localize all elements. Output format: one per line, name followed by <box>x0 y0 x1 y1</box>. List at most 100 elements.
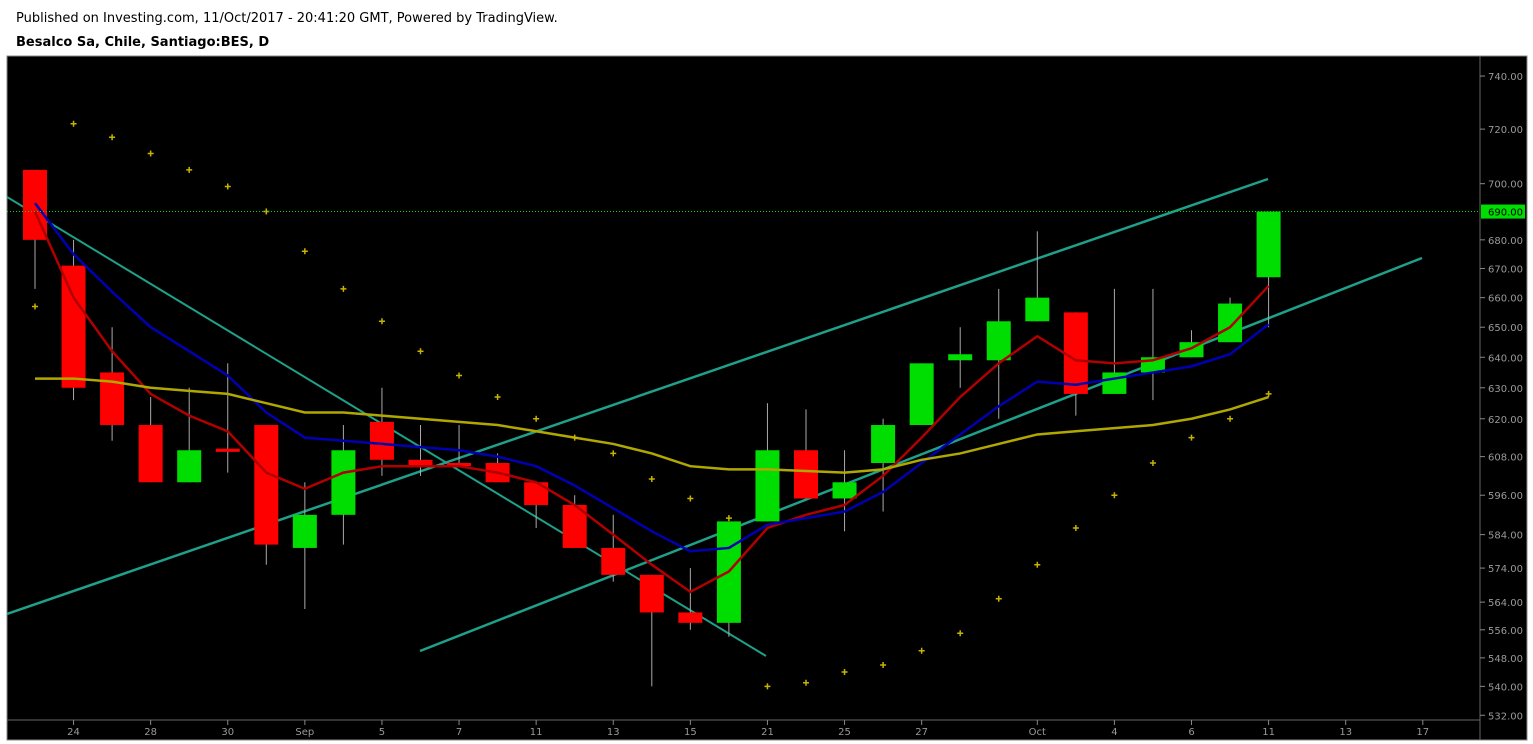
x-tick-label: 4 <box>1111 727 1117 738</box>
sar-point <box>1188 434 1195 441</box>
y-tick-label: 640.00 <box>1488 353 1523 364</box>
last-price-box <box>1481 204 1525 219</box>
sar-point <box>70 120 77 127</box>
y-tick-label: 584.00 <box>1488 531 1523 542</box>
sar-point <box>764 683 771 690</box>
candle-body <box>408 459 433 467</box>
x-tick-label: Sep <box>295 727 314 738</box>
trendline <box>7 177 1269 616</box>
candle-body <box>61 265 86 388</box>
y-tick-label: 680.00 <box>1488 236 1523 247</box>
candle-body <box>138 425 163 483</box>
sar-point <box>1227 415 1234 422</box>
last-price-label: 690.00 <box>1488 208 1523 219</box>
y-tick-label: 630.00 <box>1488 384 1523 395</box>
moving-average-line <box>34 202 1270 553</box>
sar-point <box>1265 390 1272 397</box>
sar-point <box>1111 492 1118 499</box>
sar-point <box>1034 561 1041 568</box>
candle-body <box>639 574 664 613</box>
x-tick-label: 11 <box>530 727 543 738</box>
candle-body <box>832 482 857 499</box>
candle-body <box>909 363 934 426</box>
candle-body <box>292 514 317 548</box>
sar-point <box>571 434 578 441</box>
candle-body <box>215 448 240 452</box>
y-tick-label: 556.00 <box>1488 626 1523 637</box>
x-tick-label: 11 <box>1262 727 1275 738</box>
sar-point <box>995 595 1002 602</box>
candle-body <box>601 547 626 575</box>
plot-area <box>7 120 1423 690</box>
sar-point <box>648 476 655 483</box>
sar-point <box>301 248 308 255</box>
y-tick-label: 548.00 <box>1488 654 1523 665</box>
x-tick-label: 13 <box>1339 727 1352 738</box>
x-tick-label: 28 <box>144 727 157 738</box>
candle-body <box>871 425 896 463</box>
candle-body <box>254 425 279 545</box>
sar-point <box>533 415 540 422</box>
x-tick-label: Oct <box>1029 727 1046 738</box>
y-tick-label: 670.00 <box>1488 265 1523 276</box>
sar-point <box>803 679 809 686</box>
publisher-line: Published on Investing.com, 11/Oct/2017 … <box>16 11 558 26</box>
x-tick-label: 21 <box>761 727 774 738</box>
candle-body <box>794 450 818 499</box>
y-tick-label: 650.00 <box>1488 323 1523 334</box>
candle-body <box>1063 312 1088 394</box>
sar-point <box>456 372 463 379</box>
candle-body <box>678 612 703 623</box>
sar-point <box>841 669 848 676</box>
candle-body <box>447 462 472 467</box>
candle-body <box>986 321 1011 361</box>
sar-point <box>725 515 732 522</box>
x-tick-label: 6 <box>1188 727 1194 738</box>
x-tick-label: 24 <box>67 727 80 738</box>
sar-point <box>340 285 347 292</box>
candle-body <box>1256 211 1281 278</box>
sar-point <box>918 647 925 654</box>
moving-average-line <box>35 377 1269 474</box>
x-tick-label: 15 <box>684 727 697 738</box>
y-tick-label: 700.00 <box>1488 180 1523 191</box>
trendline <box>419 256 1423 653</box>
x-tick-label: 17 <box>1416 727 1429 738</box>
candle-body <box>177 450 202 483</box>
candle-body <box>331 450 356 515</box>
sar-point <box>378 318 385 325</box>
symbol-title: Besalco Sa, Chile, Santiago:BES, D <box>16 35 269 50</box>
y-tick-label: 564.00 <box>1488 598 1523 609</box>
candle-body <box>524 482 549 506</box>
moving-average-line <box>33 211 1270 594</box>
candle-body <box>1102 372 1127 394</box>
candle-body <box>755 450 780 522</box>
x-tick-label: 7 <box>456 727 462 738</box>
sar-point <box>186 166 193 173</box>
candle-body <box>1025 297 1050 322</box>
y-tick-label: 608.00 <box>1488 453 1523 464</box>
y-tick-label: 620.00 <box>1488 415 1523 426</box>
sar-point <box>32 303 38 310</box>
sar-point <box>1072 525 1079 532</box>
sar-point <box>687 495 694 502</box>
y-tick-label: 720.00 <box>1488 125 1523 136</box>
x-tick-label: 5 <box>379 727 385 738</box>
x-tick-label: 13 <box>607 727 620 738</box>
sar-point <box>147 150 154 157</box>
sar-point <box>494 394 501 401</box>
x-tick-label: 27 <box>915 727 928 738</box>
candle-body <box>948 354 973 361</box>
sar-point <box>957 630 964 637</box>
y-tick-label: 596.00 <box>1488 491 1523 502</box>
y-tick-label: 574.00 <box>1488 564 1523 575</box>
sar-point <box>1149 459 1156 466</box>
y-tick-label: 540.00 <box>1488 682 1523 693</box>
sar-point <box>610 450 617 457</box>
chart-background <box>6 55 1528 741</box>
candle-body <box>1218 303 1243 343</box>
y-tick-label: 660.00 <box>1488 294 1523 305</box>
x-tick-label: 25 <box>838 727 851 738</box>
y-tick-label: 740.00 <box>1488 72 1523 83</box>
